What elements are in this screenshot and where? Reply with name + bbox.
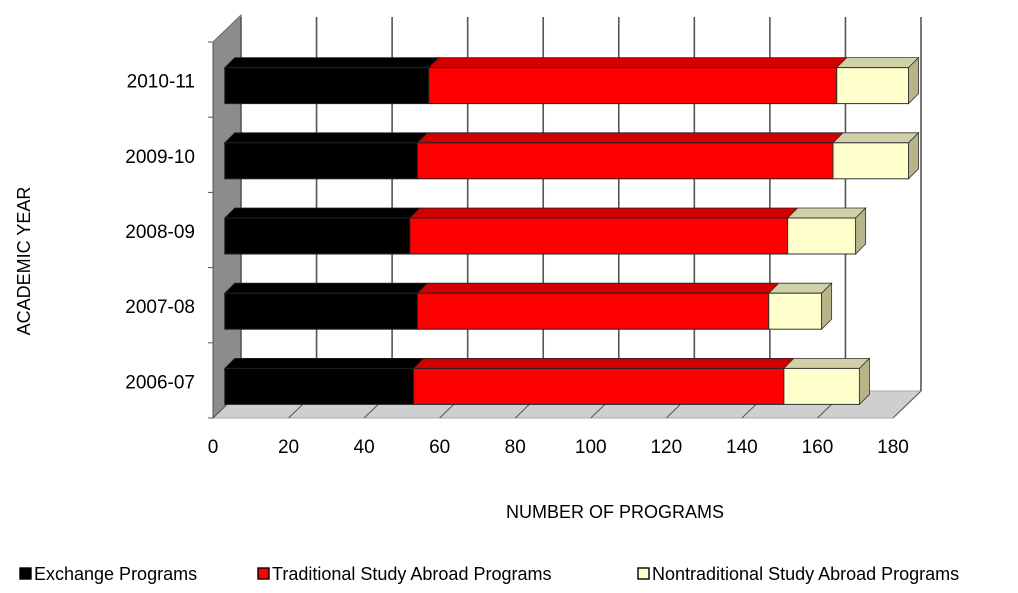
x-tick-labels: 0 20 40 60 80 100 120 140 160 180 bbox=[208, 437, 909, 458]
legend: Exchange Programs Traditional Study Abroa… bbox=[19, 564, 959, 584]
bar-2009-10-exchange-programs bbox=[224, 142, 418, 180]
bar-top-2010-11-s1 bbox=[427, 57, 848, 68]
floor-gridline-180 bbox=[892, 390, 922, 419]
category-label-2009-10: 2009-10 bbox=[125, 147, 195, 168]
bar-2010-11-traditional-study-abroad-programs bbox=[428, 67, 838, 105]
bar-top-2007-08-s0 bbox=[223, 282, 429, 294]
bar-top-2008-09-s0 bbox=[223, 207, 421, 219]
bar-2007-08-traditional-study-abroad-programs bbox=[416, 292, 770, 330]
x-axis-title: NUMBER OF PROGRAMS bbox=[506, 502, 724, 522]
y-axis-title: ACADEMIC YEAR bbox=[14, 187, 34, 336]
x-tick-label-0: 0 bbox=[208, 437, 219, 458]
bar-2008-09-exchange-programs bbox=[224, 217, 411, 255]
category-label-2010-11: 2010-11 bbox=[127, 72, 195, 93]
bar-2009-10-nontraditional-study-abroad-programs bbox=[832, 142, 910, 180]
legend-label-1: Traditional Study Abroad Programs bbox=[272, 564, 551, 584]
bar-side-2010-11 bbox=[908, 56, 919, 105]
bar-top-2006-07-s2 bbox=[782, 357, 871, 369]
bar-top-2006-07-s0 bbox=[223, 357, 425, 369]
x-tick-label-60: 60 bbox=[429, 437, 450, 458]
x-tick-label-20: 20 bbox=[278, 437, 299, 458]
category-label-2006-07: 2006-07 bbox=[125, 372, 195, 393]
bars bbox=[223, 56, 920, 406]
legend-swatch-2 bbox=[637, 567, 650, 580]
bar-2008-09-nontraditional-study-abroad-programs bbox=[787, 217, 857, 255]
legend-label-2: Nontraditional Study Abroad Programs bbox=[652, 564, 959, 584]
x-tick-label-160: 160 bbox=[802, 437, 834, 458]
bar-2006-07-traditional-study-abroad-programs bbox=[413, 367, 785, 405]
legend-item-1: Traditional Study Abroad Programs bbox=[257, 564, 551, 584]
bar-2007-08-nontraditional-study-abroad-programs bbox=[768, 292, 823, 330]
bar-top-2010-11-s0 bbox=[223, 57, 440, 68]
x-tick-label-100: 100 bbox=[575, 437, 607, 458]
bar-side-2007-08 bbox=[821, 282, 833, 331]
bar-side-2006-07 bbox=[859, 357, 870, 406]
bar-2008-09-traditional-study-abroad-programs bbox=[409, 217, 789, 255]
x-tick-label-80: 80 bbox=[505, 437, 526, 458]
legend-item-2: Nontraditional Study Abroad Programs bbox=[637, 564, 959, 584]
bar-top-2009-10-s1 bbox=[416, 132, 844, 144]
bar-2006-07-nontraditional-study-abroad-programs bbox=[783, 367, 860, 405]
x-tick-label-40: 40 bbox=[354, 437, 375, 458]
legend-item-0: Exchange Programs bbox=[19, 564, 197, 584]
bar-side-2008-09 bbox=[855, 207, 867, 255]
bar-top-2007-08-s1 bbox=[416, 282, 780, 294]
bar-top-2009-10-s2 bbox=[832, 132, 920, 144]
legend-swatch-1 bbox=[257, 567, 270, 580]
legend-swatch-0 bbox=[19, 567, 32, 580]
category-label-2007-08: 2007-08 bbox=[125, 297, 195, 318]
bar-side-2009-10 bbox=[908, 131, 919, 180]
bar-2010-11-exchange-programs bbox=[224, 67, 430, 105]
bar-2010-11-nontraditional-study-abroad-programs bbox=[836, 67, 910, 105]
bar-2006-07-exchange-programs bbox=[224, 367, 415, 405]
category-labels: 2006-07 2007-08 2008-09 2009-10 2010-11 bbox=[125, 72, 195, 394]
x-tick-label-140: 140 bbox=[726, 437, 758, 458]
bar-top-2006-07-s1 bbox=[412, 357, 795, 369]
legend-label-0: Exchange Programs bbox=[34, 564, 197, 584]
bar-2007-08-exchange-programs bbox=[224, 292, 418, 330]
bar-top-2008-09-s2 bbox=[786, 207, 867, 219]
x-tick-label-120: 120 bbox=[650, 437, 682, 458]
x-tick-label-180: 180 bbox=[877, 437, 909, 458]
bar-2009-10-traditional-study-abroad-programs bbox=[416, 142, 834, 180]
bar-top-2008-09-s1 bbox=[408, 207, 799, 219]
bar-top-2010-11-s2 bbox=[835, 57, 920, 68]
category-label-2008-09: 2008-09 bbox=[125, 222, 195, 243]
bar-top-2007-08-s2 bbox=[767, 282, 833, 294]
bar-top-2009-10-s0 bbox=[223, 132, 429, 144]
